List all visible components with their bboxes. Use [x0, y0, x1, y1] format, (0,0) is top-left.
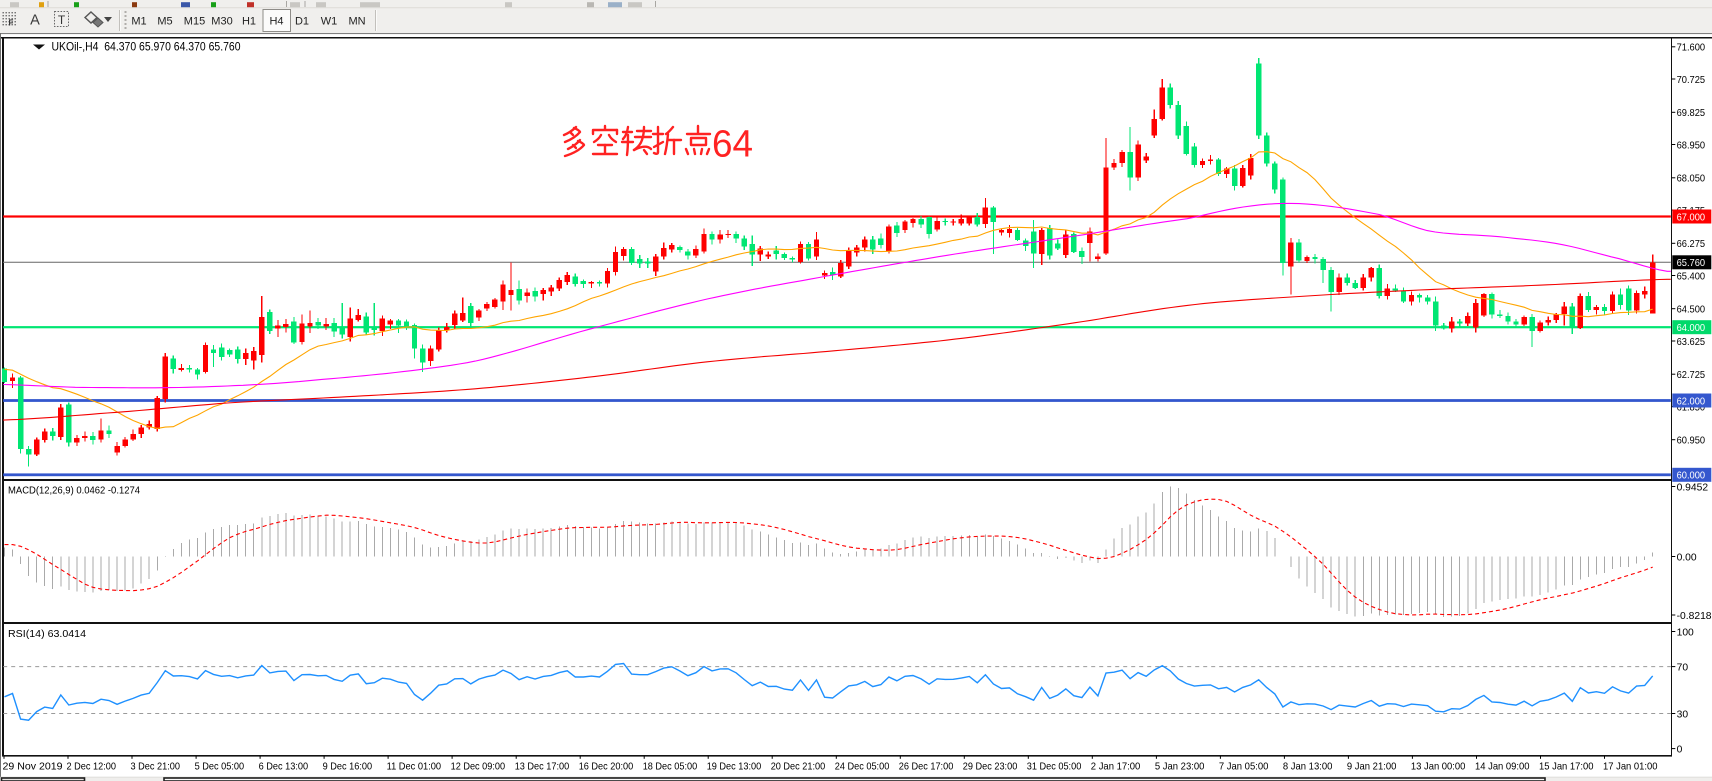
svg-text:19 Dec 13:00: 19 Dec 13:00 [707, 761, 762, 772]
svg-text:62.000: 62.000 [1677, 396, 1706, 407]
svg-text:64.500: 64.500 [1677, 305, 1706, 316]
svg-text:MN: MN [348, 16, 365, 28]
svg-text:70: 70 [1677, 662, 1689, 673]
svg-text:65.400: 65.400 [1677, 271, 1706, 282]
svg-text:67.000: 67.000 [1677, 212, 1706, 223]
svg-text:68.050: 68.050 [1677, 174, 1706, 185]
svg-text:8 Jan 13:00: 8 Jan 13:00 [1283, 761, 1333, 772]
svg-text:F: F [9, 19, 14, 28]
svg-text:18 Dec 05:00: 18 Dec 05:00 [643, 761, 698, 772]
svg-text:62.725: 62.725 [1677, 370, 1706, 381]
svg-text:16 Dec 20:00: 16 Dec 20:00 [579, 761, 634, 772]
svg-text:5 Dec 05:00: 5 Dec 05:00 [195, 761, 245, 772]
svg-text:14 Jan 09:00: 14 Jan 09:00 [1475, 761, 1530, 772]
svg-text:D1: D1 [295, 16, 309, 28]
svg-text:29 Dec 23:00: 29 Dec 23:00 [963, 761, 1018, 772]
svg-text:9 Jan 21:00: 9 Jan 21:00 [1347, 761, 1397, 772]
svg-text:65.760: 65.760 [1677, 258, 1706, 269]
svg-text:60.950: 60.950 [1677, 436, 1706, 447]
svg-text:M15: M15 [184, 16, 205, 28]
svg-text:13 Dec 17:00: 13 Dec 17:00 [515, 761, 570, 772]
svg-text:69.825: 69.825 [1677, 108, 1706, 119]
svg-text:-0.8218: -0.8218 [1677, 611, 1712, 622]
svg-text:7 Jan 05:00: 7 Jan 05:00 [1219, 761, 1269, 772]
svg-text:M30: M30 [211, 16, 232, 28]
svg-text:6 Dec 13:00: 6 Dec 13:00 [259, 761, 309, 772]
svg-text:2 Dec 12:00: 2 Dec 12:00 [67, 761, 117, 772]
svg-text:UKOil-,H4 64.370 65.970 64.37: UKOil-,H4 64.370 65.970 64.370 65.760 [52, 39, 241, 53]
svg-text:64.000: 64.000 [1677, 323, 1706, 334]
svg-text:RSI(14) 63.0414: RSI(14) 63.0414 [8, 629, 86, 640]
svg-text:31 Dec 05:00: 31 Dec 05:00 [1027, 761, 1082, 772]
svg-text:63.625: 63.625 [1677, 337, 1706, 348]
svg-text:20 Dec 21:00: 20 Dec 21:00 [771, 761, 826, 772]
svg-text:0.9452: 0.9452 [1677, 482, 1709, 493]
svg-text:29 Nov 2019: 29 Nov 2019 [3, 761, 63, 772]
svg-text:15 Jan 17:00: 15 Jan 17:00 [1539, 761, 1594, 772]
svg-text:11 Dec 01:00: 11 Dec 01:00 [387, 761, 442, 772]
svg-text:2 Jan 17:00: 2 Jan 17:00 [1091, 761, 1141, 772]
svg-text:61.850: 61.850 [1677, 402, 1706, 413]
svg-text:H4: H4 [269, 16, 283, 28]
svg-text:9 Dec 16:00: 9 Dec 16:00 [323, 761, 373, 772]
svg-text:30: 30 [1677, 709, 1689, 720]
svg-text:M5: M5 [157, 16, 172, 28]
svg-text:MACD(12,26,9) 0.0462 -0.1274: MACD(12,26,9) 0.0462 -0.1274 [8, 486, 140, 497]
svg-text:H1: H1 [242, 16, 256, 28]
svg-text:71.600: 71.600 [1677, 43, 1706, 54]
svg-text:T: T [58, 13, 66, 27]
svg-text:3 Dec 21:00: 3 Dec 21:00 [131, 761, 181, 772]
svg-text:60.000: 60.000 [1677, 471, 1706, 482]
svg-text:0.00: 0.00 [1677, 552, 1697, 563]
svg-text:12 Dec 09:00: 12 Dec 09:00 [451, 761, 506, 772]
svg-text:66.275: 66.275 [1677, 239, 1706, 250]
svg-text:68.950: 68.950 [1677, 140, 1706, 151]
svg-text:26 Dec 17:00: 26 Dec 17:00 [899, 761, 954, 772]
svg-text:A: A [30, 13, 40, 29]
svg-text:64: 64 [712, 124, 753, 166]
svg-text:5 Jan 23:00: 5 Jan 23:00 [1155, 761, 1205, 772]
svg-text:W1: W1 [321, 16, 338, 28]
svg-text:M1: M1 [131, 16, 146, 28]
svg-text:24 Dec 05:00: 24 Dec 05:00 [835, 761, 890, 772]
svg-text:70.725: 70.725 [1677, 75, 1706, 86]
svg-text:100: 100 [1677, 627, 1694, 638]
svg-text:17 Jan 01:00: 17 Jan 01:00 [1603, 761, 1658, 772]
svg-text:13 Jan 00:00: 13 Jan 00:00 [1411, 761, 1466, 772]
svg-text:0: 0 [1677, 744, 1683, 755]
